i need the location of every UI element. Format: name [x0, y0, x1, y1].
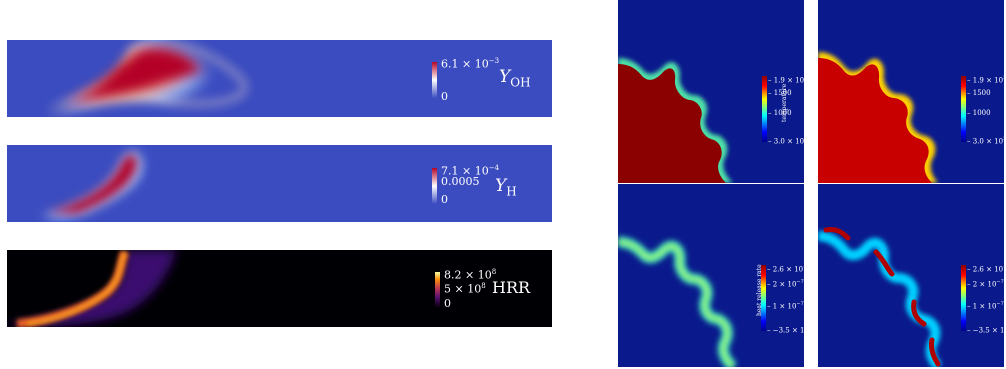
temperature-tick-max-left: – 1.9 × 103	[768, 75, 808, 85]
hrr-tick-min-left: – −3.5 × 10−13	[767, 325, 820, 335]
hrr-contour-strip	[7, 250, 552, 327]
temperature-tick-min-left: – 3.0 × 102	[768, 136, 808, 146]
hrr-colorbar-left	[761, 265, 766, 331]
yoh-max-label: 6.1 × 10−3	[441, 57, 500, 71]
hrr-panel-left	[618, 184, 804, 367]
yh-colorbar	[432, 168, 437, 204]
temperature-tick-1000-left: – 1000	[768, 109, 792, 117]
hrr-min-label: 0	[444, 297, 451, 310]
hrr-axis-title: heat release rate	[756, 264, 763, 316]
yoh-contour-strip	[7, 40, 552, 117]
hrr-max-label: 8.2 × 108	[444, 268, 497, 282]
yh-mid-label: 0.0005	[441, 175, 480, 188]
hrr-colorbar-right	[961, 265, 966, 331]
hrr-variable-label: HRR	[492, 278, 531, 297]
hrr-tick-min-right: – −3.5 × 10−13	[967, 326, 1006, 335]
hrr-panel-right	[818, 184, 1004, 367]
hrr-tick-1-right: – 1 × 10−7	[967, 301, 1004, 311]
temperature-tick-1000-right: – 1000	[967, 109, 991, 117]
temperature-panel-left	[618, 0, 804, 183]
yh-min-label: 0	[441, 193, 448, 206]
temperature-colorbar-left	[762, 76, 767, 142]
temperature-colorbar-right	[961, 76, 966, 142]
yoh-min-label: 0	[441, 90, 448, 103]
hrr-tick-max-left: – 2.6 × 10−7	[767, 264, 811, 274]
hrr-tick-max-right: – 2.6 × 10−7	[967, 264, 1006, 274]
temperature-tick-1500-right: – 1500	[967, 89, 991, 97]
temperature-axis-title: temperature	[781, 83, 788, 122]
temperature-tick-1500-left: – 1500	[768, 89, 792, 97]
hrr-colorbar	[435, 272, 440, 308]
hrr-tick-2-left: – 2 × 10−7	[767, 279, 804, 289]
yh-variable-label: YH	[495, 176, 517, 199]
yh-max-label: 7.1 × 10−4	[441, 164, 500, 178]
yoh-variable-label: YOH	[499, 67, 531, 90]
temperature-tick-min-right: – 3.0 × 102	[967, 136, 1006, 146]
temperature-panel-right	[818, 0, 1004, 183]
temperature-tick-max-right: – 1.9 × 103	[967, 75, 1006, 85]
hrr-tick-1-left: – 1 × 10−7	[767, 301, 804, 311]
hrr-mid-label: 5 × 108	[444, 282, 486, 296]
yoh-colorbar	[432, 62, 437, 98]
yh-contour-strip	[7, 145, 552, 222]
hrr-tick-2-right: – 2 × 10−7	[967, 279, 1004, 289]
